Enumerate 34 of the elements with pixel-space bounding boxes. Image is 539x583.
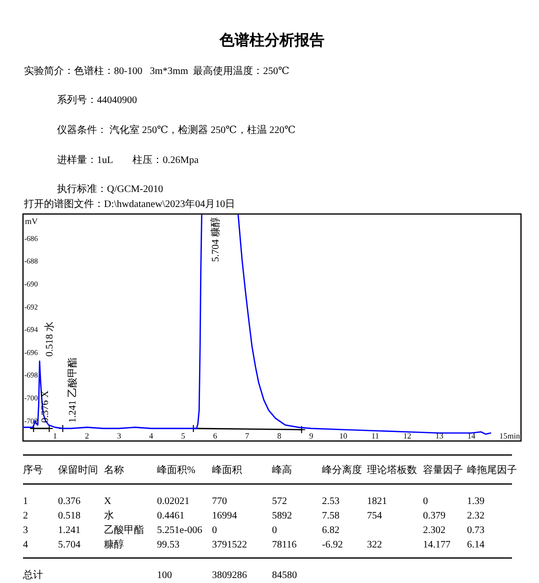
annotation: 1.241 乙酸甲酯: [66, 358, 79, 423]
x-tick-label: 12: [403, 432, 412, 440]
text: 打开的谱图文件：D:\hwdatanew\2023年04月10日: [23, 198, 236, 210]
x-tick-label: 11: [371, 432, 380, 440]
x-tick-label: 9: [309, 432, 314, 440]
text: 系列号：44040900: [57, 94, 137, 106]
x-tick-label: 2: [85, 432, 90, 440]
annotation: 0.376 X: [40, 390, 52, 423]
x-tick-label: 4: [149, 432, 154, 440]
x-axis-title: min: [508, 432, 520, 440]
x-tick-label: 13: [435, 432, 444, 440]
x-tick-label: 15: [499, 432, 508, 440]
text: 2 0.518 水 0.4461 16994 5892 7.58 754 0.379 2.32: [23, 510, 484, 522]
text: 序号 保留时间 名称 峰面积% 峰面积 峰高 峰分离度 理论塔板数 容量因子 峰拖尾因子: [23, 465, 517, 476]
x-tick-label: 5: [181, 432, 186, 440]
x-tick-label: 3: [117, 432, 122, 440]
text: 实验简介：色谱柱：80-100 3m*3mm 最高使用温度：250℃: [24, 65, 290, 77]
x-tick-label: 8: [277, 432, 282, 440]
text: 总计 100 3809286 84580: [23, 570, 297, 581]
x-tick-label: 1: [53, 432, 58, 440]
text: 4 5.704 糠醇 99.53 3791522 78116 -6.92 322 14.177 6.14: [23, 540, 484, 550]
y-axis-title: mV: [25, 216, 39, 226]
annotation: 5.704 糠醇: [210, 216, 222, 262]
annotation: 0.518 水: [44, 322, 56, 357]
text: 执行标准：Q/GCM-2010: [57, 183, 164, 195]
x-tick-label: 7: [245, 432, 250, 440]
text: 1 0.376 X 0.02021 770 572 2.53 1821 0 1.39: [23, 496, 484, 507]
chart-title: 色谱柱分析报告: [218, 31, 324, 49]
text: 仪器条件： 汽化室 250℃，检测器 250℃，柱温 220℃: [57, 124, 296, 136]
x-tick-label: 6: [213, 432, 218, 440]
x-tick-label: 14: [467, 432, 476, 440]
text: 3 1.241 乙酸甲酯 5.251e-006 0 0 6.82 2.302 0.73: [23, 525, 484, 536]
x-tick-label: 10: [339, 432, 348, 440]
text: 进样量：1uL 柱压：0.26Mpa: [57, 154, 200, 166]
